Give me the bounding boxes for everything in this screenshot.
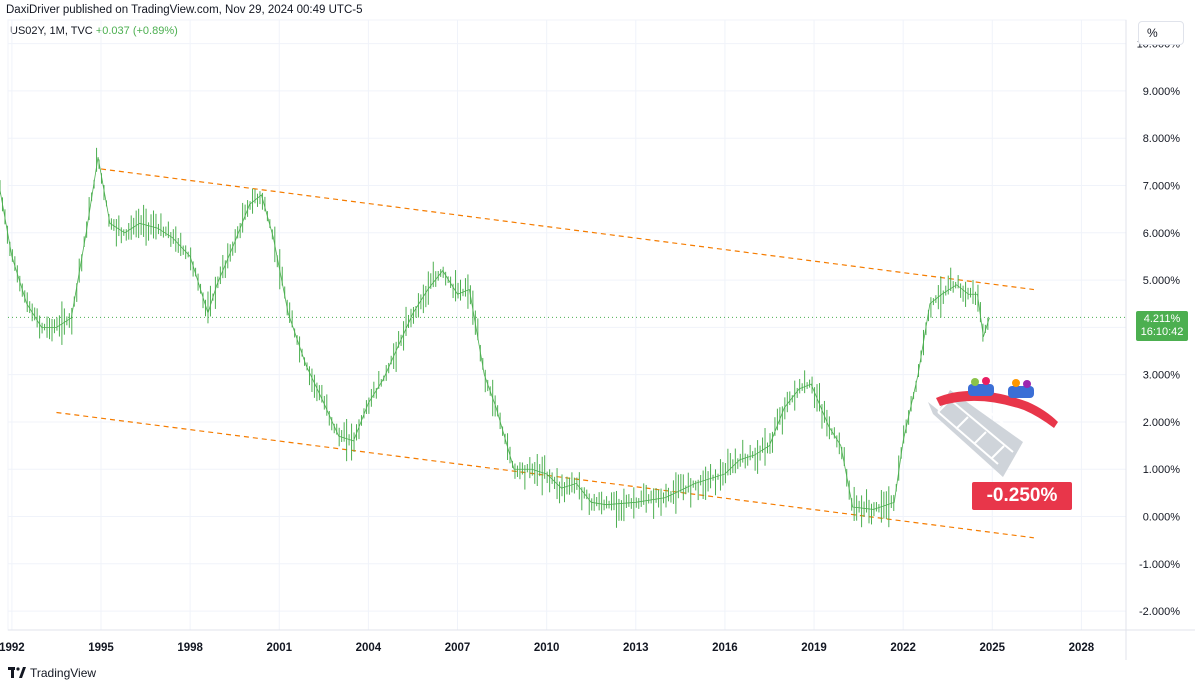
symbol-info: US02Y, 1M, TVC <box>10 25 93 37</box>
symbol-change: +0.037 (+0.89%) <box>95 25 178 37</box>
plot-frame <box>7 19 1127 631</box>
x-tick-label: 1992 <box>0 642 25 654</box>
x-tick-label: 2001 <box>266 642 292 654</box>
y-tick-label: 1.000% <box>1143 464 1181 476</box>
unit-button[interactable]: % <box>1138 21 1184 45</box>
y-tick-label: 6.000% <box>1143 228 1181 240</box>
price-line <box>0 157 990 510</box>
x-tick-label: 2007 <box>445 642 471 654</box>
y-tick-label: 0.000% <box>1143 512 1181 524</box>
last-price-value: 4.211% <box>1143 313 1181 325</box>
x-tick-label: 2013 <box>623 642 649 654</box>
tradingview-logo-icon <box>8 667 26 678</box>
x-tick-label: 2025 <box>980 642 1006 654</box>
y-tick-label: 7.000% <box>1143 181 1181 193</box>
target-callout: -0.250% <box>972 482 1072 510</box>
symbol-legend[interactable]: US02Y, 1M, TVC +0.037 (+0.89%) <box>10 25 178 37</box>
x-tick-label: 2019 <box>801 642 827 654</box>
bar-countdown: 16:10:42 <box>1140 326 1184 338</box>
x-tick-label: 1998 <box>177 642 203 654</box>
price-series <box>0 147 990 528</box>
x-tick-label: 2010 <box>534 642 560 654</box>
y-tick-label: 9.000% <box>1143 86 1181 98</box>
roller-coaster-icon <box>928 377 1058 477</box>
x-tick-label: 2016 <box>712 642 738 654</box>
y-tick-label: -1.000% <box>1139 559 1180 571</box>
trendline <box>100 168 1034 291</box>
publish-header: DaxiDriver published on TradingView.com,… <box>6 4 363 16</box>
y-tick-label: 5.000% <box>1143 275 1181 287</box>
x-tick-label: 2004 <box>356 642 382 654</box>
x-tick-label: 2022 <box>890 642 916 654</box>
last-price-tag: 4.211% 16:10:42 <box>1136 311 1188 341</box>
x-tick-label: 1995 <box>88 642 114 654</box>
y-tick-label: 8.000% <box>1143 133 1181 145</box>
y-tick-label: 2.000% <box>1143 417 1181 429</box>
x-tick-label: 2028 <box>1069 642 1095 654</box>
y-tick-label: -2.000% <box>1139 606 1180 618</box>
footer-brand-label: TradingView <box>30 666 97 680</box>
y-tick-label: 3.000% <box>1143 370 1181 382</box>
footer-brand: TradingView <box>8 666 96 680</box>
